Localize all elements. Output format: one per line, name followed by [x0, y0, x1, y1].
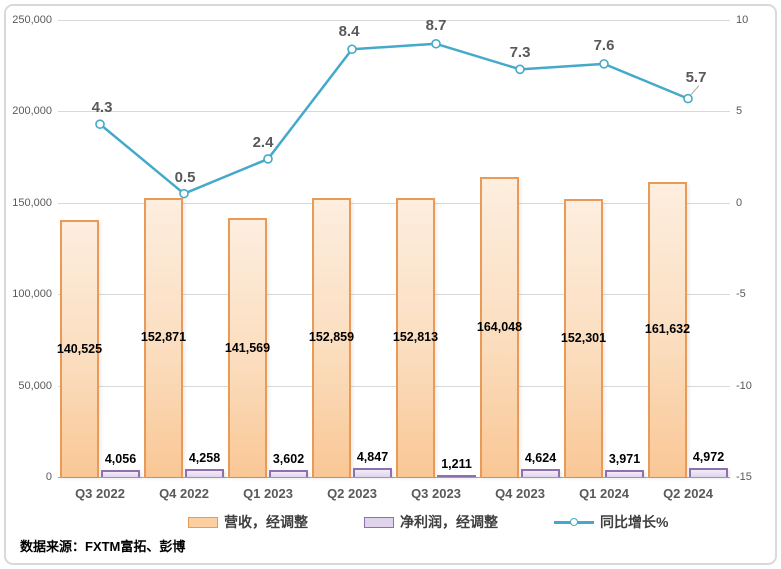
revenue-bar [60, 220, 99, 477]
revenue-bar [648, 181, 687, 477]
growth-point-marker [179, 188, 189, 199]
growth-value-label: 0.5 [174, 168, 196, 186]
revenue-bar [396, 197, 435, 477]
legend-label-profit: 净利润，经调整 [400, 514, 498, 530]
x-axis-label: Q1 2024 [579, 486, 629, 501]
profit-bar-label: 1,211 [441, 456, 472, 471]
profit-bar-label: 3,971 [608, 451, 641, 466]
revenue-bar-label: 152,813 [392, 330, 439, 345]
legend-label-growth: 同比增长% [600, 514, 669, 530]
profit-bar [353, 468, 392, 477]
growth-value-label: 7.3 [509, 44, 531, 62]
revenue-bar-label: 164,048 [476, 320, 523, 335]
growth-point-marker [599, 59, 609, 69]
x-axis-label: Q2 2024 [663, 486, 713, 501]
growth-point-marker [683, 93, 693, 104]
x-axis-label: Q1 2023 [243, 486, 293, 501]
growth-value-label: 8.4 [338, 23, 360, 41]
legend-item-revenue: 营收，经调整 [188, 512, 308, 532]
left-axis-tick: 250,000 [12, 14, 52, 26]
growth-line-svg [95, 38, 700, 199]
x-axis-label: Q3 2023 [411, 486, 461, 501]
growth-value-label: 8.7 [425, 16, 447, 34]
data-source: 数据来源：FXTM富拓、彭博 [20, 539, 186, 554]
line-marker-icon [554, 517, 594, 528]
legend: 营收，经调整 净利润，经调整 同比增长% [188, 512, 668, 532]
profit-bar-label: 4,258 [188, 451, 221, 466]
revenue-bar [144, 197, 183, 477]
growth-point-marker [431, 38, 441, 49]
growth-value-label: 4.3 [91, 99, 113, 117]
revenue-bar-label: 152,301 [560, 330, 607, 345]
right-axis-tick: 0 [736, 196, 743, 209]
revenue-bar-label: 140,525 [56, 341, 103, 356]
profit-bar-label: 4,624 [524, 450, 557, 465]
profit-bar [269, 470, 308, 477]
legend-item-profit: 净利润，经调整 [364, 512, 498, 532]
profit-bar-label: 4,972 [692, 449, 725, 464]
right-axis-tick: 10 [736, 14, 749, 26]
revenue-bar-label: 152,859 [308, 330, 355, 345]
x-axis-label: Q4 2023 [495, 486, 545, 501]
profit-swatch-icon [364, 516, 394, 528]
left-axis-tick: 150,000 [12, 196, 52, 209]
growth-point-marker [263, 154, 273, 164]
right-axis-tick: -5 [736, 288, 746, 301]
profit-bar [185, 469, 224, 477]
growth-value-label: 2.4 [252, 133, 274, 151]
profit-bar [101, 469, 140, 477]
legend-label-revenue: 营收，经调整 [224, 514, 308, 530]
right-axis-tick: -15 [736, 471, 752, 483]
revenue-bar [228, 218, 267, 477]
gridline [58, 294, 730, 296]
right-axis-tick: -10 [736, 379, 752, 392]
profit-bar [689, 467, 728, 477]
growth-line [99, 42, 689, 195]
revenue-bar [312, 197, 351, 477]
revenue-bar-label: 141,569 [224, 340, 271, 355]
profit-bar-label: 4,847 [356, 450, 389, 465]
gridline [58, 202, 730, 204]
growth-value-label: 5.7 [685, 68, 707, 86]
left-axis-tick: 200,000 [12, 105, 52, 118]
label-leader-line [690, 85, 700, 95]
growth-point-marker [95, 119, 105, 129]
revenue-bar-label: 152,871 [140, 330, 187, 345]
left-axis-tick: 50,000 [18, 379, 52, 392]
gridline [58, 385, 730, 387]
legend-item-growth: 同比增长% [554, 512, 668, 532]
profit-bar [605, 469, 644, 477]
gridline [58, 111, 730, 113]
growth-point-marker [515, 64, 525, 75]
growth-point-marker [347, 44, 357, 55]
revenue-swatch-icon [188, 516, 218, 528]
x-axis-label: Q2 2023 [327, 486, 377, 501]
profit-bar-label: 4,056 [104, 451, 137, 466]
profit-bar-label: 3,602 [272, 452, 305, 467]
left-axis-tick: 100,000 [12, 288, 52, 301]
growth-value-label: 7.6 [593, 36, 615, 54]
left-axis-tick: 0 [45, 471, 52, 483]
profit-bar [437, 474, 476, 477]
revenue-bar [564, 198, 603, 477]
revenue-bar-label: 161,632 [644, 322, 691, 337]
plot-area: Q3 2022 Q4 2022 Q1 2023 Q2 2023 Q3 2023 Q4 20… [57, 16, 730, 501]
x-axis-label: Q3 2022 [75, 486, 125, 501]
gridline [58, 20, 730, 21]
x-axis-label: Q4 2022 [159, 486, 209, 501]
revenue-bar [480, 177, 519, 477]
right-axis-tick: 5 [736, 105, 743, 118]
profit-bar [521, 468, 560, 477]
